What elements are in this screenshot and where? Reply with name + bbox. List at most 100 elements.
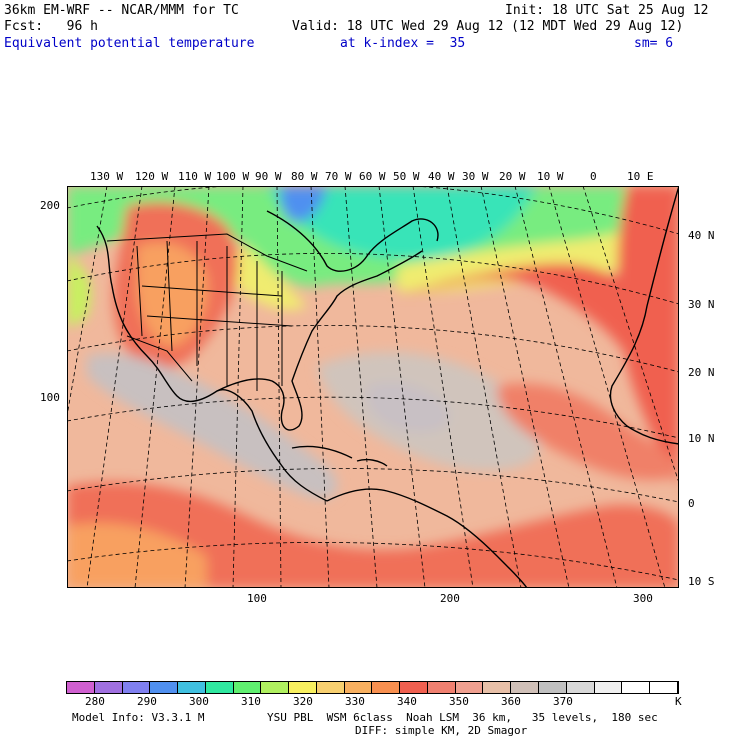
legend-swatch <box>122 682 151 693</box>
lat-20n <box>67 325 679 373</box>
lat-label: 40 N <box>688 229 715 242</box>
theta-e-map <box>67 186 679 588</box>
init-time: Init: 18 UTC Sat 25 Aug 12 <box>505 3 709 18</box>
borders <box>106 233 308 391</box>
lon-label: 80 W <box>291 170 318 183</box>
lon-label: 110 W <box>178 170 212 183</box>
legend-label: 350 <box>449 695 469 708</box>
lat-label: 20 N <box>688 366 715 379</box>
lon-label: 100 W <box>216 170 250 183</box>
lat-10n <box>67 396 679 439</box>
lon-label: 130 W <box>90 170 124 183</box>
map-frame <box>67 186 679 588</box>
field-cyan-core <box>267 186 537 260</box>
field-red-south <box>67 482 679 588</box>
lon-label: 40 W <box>428 170 455 183</box>
field-red-mid <box>497 383 679 480</box>
legend-swatch <box>400 682 428 693</box>
grid-x-label: 200 <box>440 592 460 605</box>
legend-label: 320 <box>293 695 313 708</box>
lon-line <box>514 186 618 588</box>
us-canada-border <box>106 233 308 272</box>
legend-unit: K <box>675 695 682 708</box>
lon-label: 30 W <box>462 170 489 183</box>
field-red-band-atlantic <box>397 263 679 406</box>
lon-line <box>412 186 474 588</box>
lon-label: 20 W <box>499 170 526 183</box>
lon-label: 70 W <box>325 170 352 183</box>
legend-swatch <box>316 682 345 693</box>
field-red-east <box>617 186 679 486</box>
legend-swatch <box>233 682 262 693</box>
lat-label: 0 <box>688 497 695 510</box>
field-yellow-band <box>397 221 679 293</box>
lon-label: 10 W <box>537 170 564 183</box>
legend-label: 330 <box>345 695 365 708</box>
lat-equator <box>67 468 679 503</box>
level-info: at k-index = 35 <box>340 36 466 51</box>
lon-line <box>378 186 426 588</box>
grid-y-label: 200 <box>40 199 60 212</box>
lon-line <box>344 186 378 588</box>
lat-label: 30 N <box>688 298 715 311</box>
lon-line <box>67 186 108 419</box>
legend-swatch <box>566 682 595 693</box>
legend-swatch <box>594 682 623 693</box>
south-america-coast <box>326 488 528 588</box>
lon-line <box>480 186 570 588</box>
lon-label: 90 W <box>255 170 282 183</box>
valid-time: Valid: 18 UTC Wed 29 Aug 12 (12 MDT Wed … <box>292 19 684 34</box>
legend-swatch <box>650 682 678 693</box>
field-name: Equivalent potential temperature <box>4 36 255 51</box>
field-orange-us <box>137 242 208 347</box>
legend-label: 280 <box>85 695 105 708</box>
lon-line <box>446 186 522 588</box>
legend-swatch <box>344 682 373 693</box>
lat-30n <box>67 253 679 305</box>
model-info: Model Info: V3.3.1 M <box>72 711 205 724</box>
forecast-hour: Fcst: 96 h <box>4 19 98 34</box>
lon-label: 120 W <box>135 170 169 183</box>
field-blue-core <box>280 186 327 222</box>
legend-swatch <box>427 682 456 693</box>
lat-40n <box>67 186 679 235</box>
legend-label: 340 <box>397 695 417 708</box>
lat-label: 10 N <box>688 432 715 445</box>
legend-swatch <box>150 682 179 693</box>
africa-coast <box>609 186 679 445</box>
legend-swatch <box>372 682 401 693</box>
legend-swatch <box>539 682 567 693</box>
lon-label: 0 <box>590 170 597 183</box>
cuba <box>291 445 353 459</box>
legend-swatch <box>483 682 512 693</box>
legend-label: 360 <box>501 695 521 708</box>
graticule <box>67 186 679 588</box>
smoothing-info: sm= 6 <box>634 36 674 51</box>
us-mexico-border <box>126 335 193 382</box>
lon-line <box>582 186 679 485</box>
us-state-lines <box>136 240 293 391</box>
lat-10s <box>67 542 679 581</box>
field-gray-gulf <box>87 353 338 499</box>
legend-swatch <box>455 682 484 693</box>
legend-swatch <box>67 682 95 693</box>
model-title: 36km EM-WRF -- NCAR/MMM for TC <box>4 3 239 18</box>
lon-line <box>134 186 176 588</box>
field-yellow-west <box>67 256 91 326</box>
legend-swatch <box>622 682 651 693</box>
lon-line <box>86 186 143 588</box>
gulf-coast <box>216 250 423 431</box>
diffusion-info: DIFF: simple KM, 2D Smagor <box>355 724 528 737</box>
legend-swatch <box>205 682 234 693</box>
color-legend <box>66 681 679 694</box>
field-orange-sw <box>67 522 207 588</box>
grid-y-label: 100 <box>40 391 60 404</box>
legend-swatch <box>178 682 206 693</box>
legend-label: 370 <box>553 695 573 708</box>
lon-label: 60 W <box>359 170 386 183</box>
physics-info: YSU PBL WSM 6class Noah LSM 36 km, 35 le… <box>267 711 658 724</box>
legend-swatch <box>94 682 123 693</box>
north-america-coast <box>96 225 328 502</box>
coastlines <box>96 186 679 588</box>
lat-label: 10 S <box>688 575 715 588</box>
